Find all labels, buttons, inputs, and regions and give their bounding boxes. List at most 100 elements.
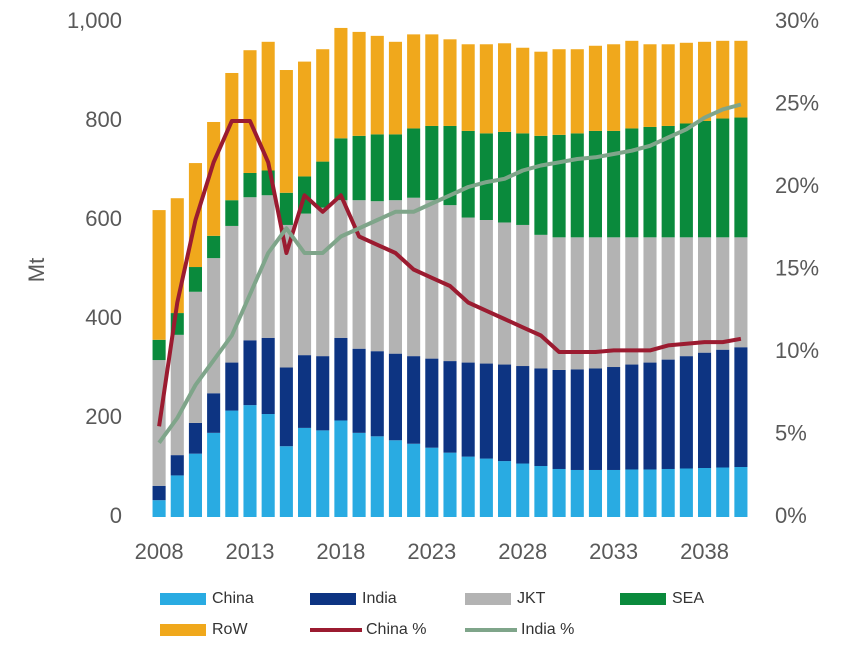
bar-segment: [516, 224, 530, 367]
bar-segment: [643, 237, 657, 363]
bar-segment: [352, 135, 366, 201]
bar-segment: [207, 432, 221, 517]
bar-segment: [552, 369, 566, 469]
bar-segment: [279, 367, 293, 447]
bar-segment: [734, 467, 748, 517]
bar-segment: [407, 443, 421, 517]
bar-segment: [388, 440, 402, 517]
legend-swatch: [310, 593, 356, 605]
bar-segment: [643, 469, 657, 517]
x-tick-label: 2023: [407, 539, 456, 564]
bar-segment: [279, 70, 293, 193]
bar-segment: [243, 197, 257, 341]
y-tick-label: 600: [85, 206, 122, 231]
bar-segment: [443, 125, 457, 206]
bar-segment: [643, 126, 657, 238]
bar-segment: [698, 467, 712, 517]
bar-segment: [607, 469, 621, 517]
bar-segment: [498, 43, 512, 132]
bar-segment: [479, 44, 493, 134]
bar-segment: [661, 125, 675, 238]
bar-segment: [388, 200, 402, 354]
bar-segment: [534, 368, 548, 467]
bar-segment: [316, 356, 330, 431]
legend-label: SEA: [672, 590, 704, 607]
bar-segment: [534, 135, 548, 235]
bar-segment: [443, 39, 457, 126]
bar-segment: [152, 210, 166, 340]
bar-segment: [425, 447, 439, 517]
bar-segment: [334, 27, 348, 139]
bar-segment: [407, 356, 421, 444]
bar-segment: [407, 128, 421, 198]
x-tick-label: 2008: [135, 539, 184, 564]
bar-segment: [498, 222, 512, 365]
bar-segment: [643, 44, 657, 127]
y-tick-label: 1,000: [67, 8, 122, 33]
bar-segment: [625, 40, 639, 129]
y-tick-label: 0: [110, 503, 122, 528]
bar-segment: [607, 44, 621, 131]
y2-tick-label: 10%: [775, 338, 819, 363]
bar-segment: [152, 485, 166, 501]
bar-segment: [661, 468, 675, 517]
bar-segment: [334, 420, 348, 517]
bar-segment: [679, 42, 693, 124]
bar-segment: [625, 128, 639, 238]
bar-segment: [261, 41, 275, 171]
x-tick-label: 2028: [498, 539, 547, 564]
bar-segment: [370, 351, 384, 437]
legend-label: JKT: [517, 590, 546, 607]
bar-segment: [425, 358, 439, 448]
bar-segment: [552, 134, 566, 238]
bar-segment: [570, 49, 584, 134]
bar-segment: [425, 34, 439, 126]
bar-segment: [388, 41, 402, 135]
legend-label: India: [362, 590, 397, 607]
y2-tick-label: 20%: [775, 173, 819, 198]
bar-segment: [243, 405, 257, 517]
y-axis-label: Mt: [24, 258, 49, 282]
bar-segment: [607, 237, 621, 368]
bar-segment: [370, 35, 384, 135]
bar-segment: [643, 362, 657, 470]
y-tick-label: 400: [85, 305, 122, 330]
bar-segment: [461, 44, 475, 131]
bar-segment: [225, 72, 239, 201]
bar-segment: [479, 220, 493, 364]
bar-segment: [588, 130, 602, 238]
bar-segment: [388, 353, 402, 441]
bar-segment: [170, 334, 184, 456]
bar-segment: [152, 500, 166, 517]
bar-segment: [334, 138, 348, 201]
y2-tick-label: 5%: [775, 420, 807, 445]
bar-segment: [298, 427, 312, 517]
bar-segment: [370, 436, 384, 517]
bar-segment: [461, 362, 475, 457]
legend-swatch: [160, 624, 206, 636]
bar-segment: [334, 337, 348, 421]
line: [157, 102, 742, 444]
bar-segment: [352, 31, 366, 136]
legend-swatch: [465, 593, 511, 605]
bar-segment: [516, 133, 530, 225]
legend-label: China: [212, 590, 254, 607]
bar-segment: [552, 237, 566, 370]
y2-tick-label: 0%: [775, 503, 807, 528]
bar-segment: [207, 235, 221, 259]
bar-segment: [443, 361, 457, 453]
bar-segment: [734, 237, 748, 348]
bar-segment: [461, 456, 475, 517]
x-tick-label: 2038: [680, 539, 729, 564]
bar-segment: [479, 133, 493, 220]
bar-segment: [534, 234, 548, 369]
bar-segment: [279, 224, 293, 368]
bar-segment: [588, 45, 602, 131]
bar-segment: [407, 197, 421, 357]
bar-segment: [734, 117, 748, 238]
line: [157, 119, 742, 427]
bar-segment: [570, 237, 584, 370]
legend-swatch: [620, 593, 666, 605]
bar-segment: [570, 469, 584, 517]
